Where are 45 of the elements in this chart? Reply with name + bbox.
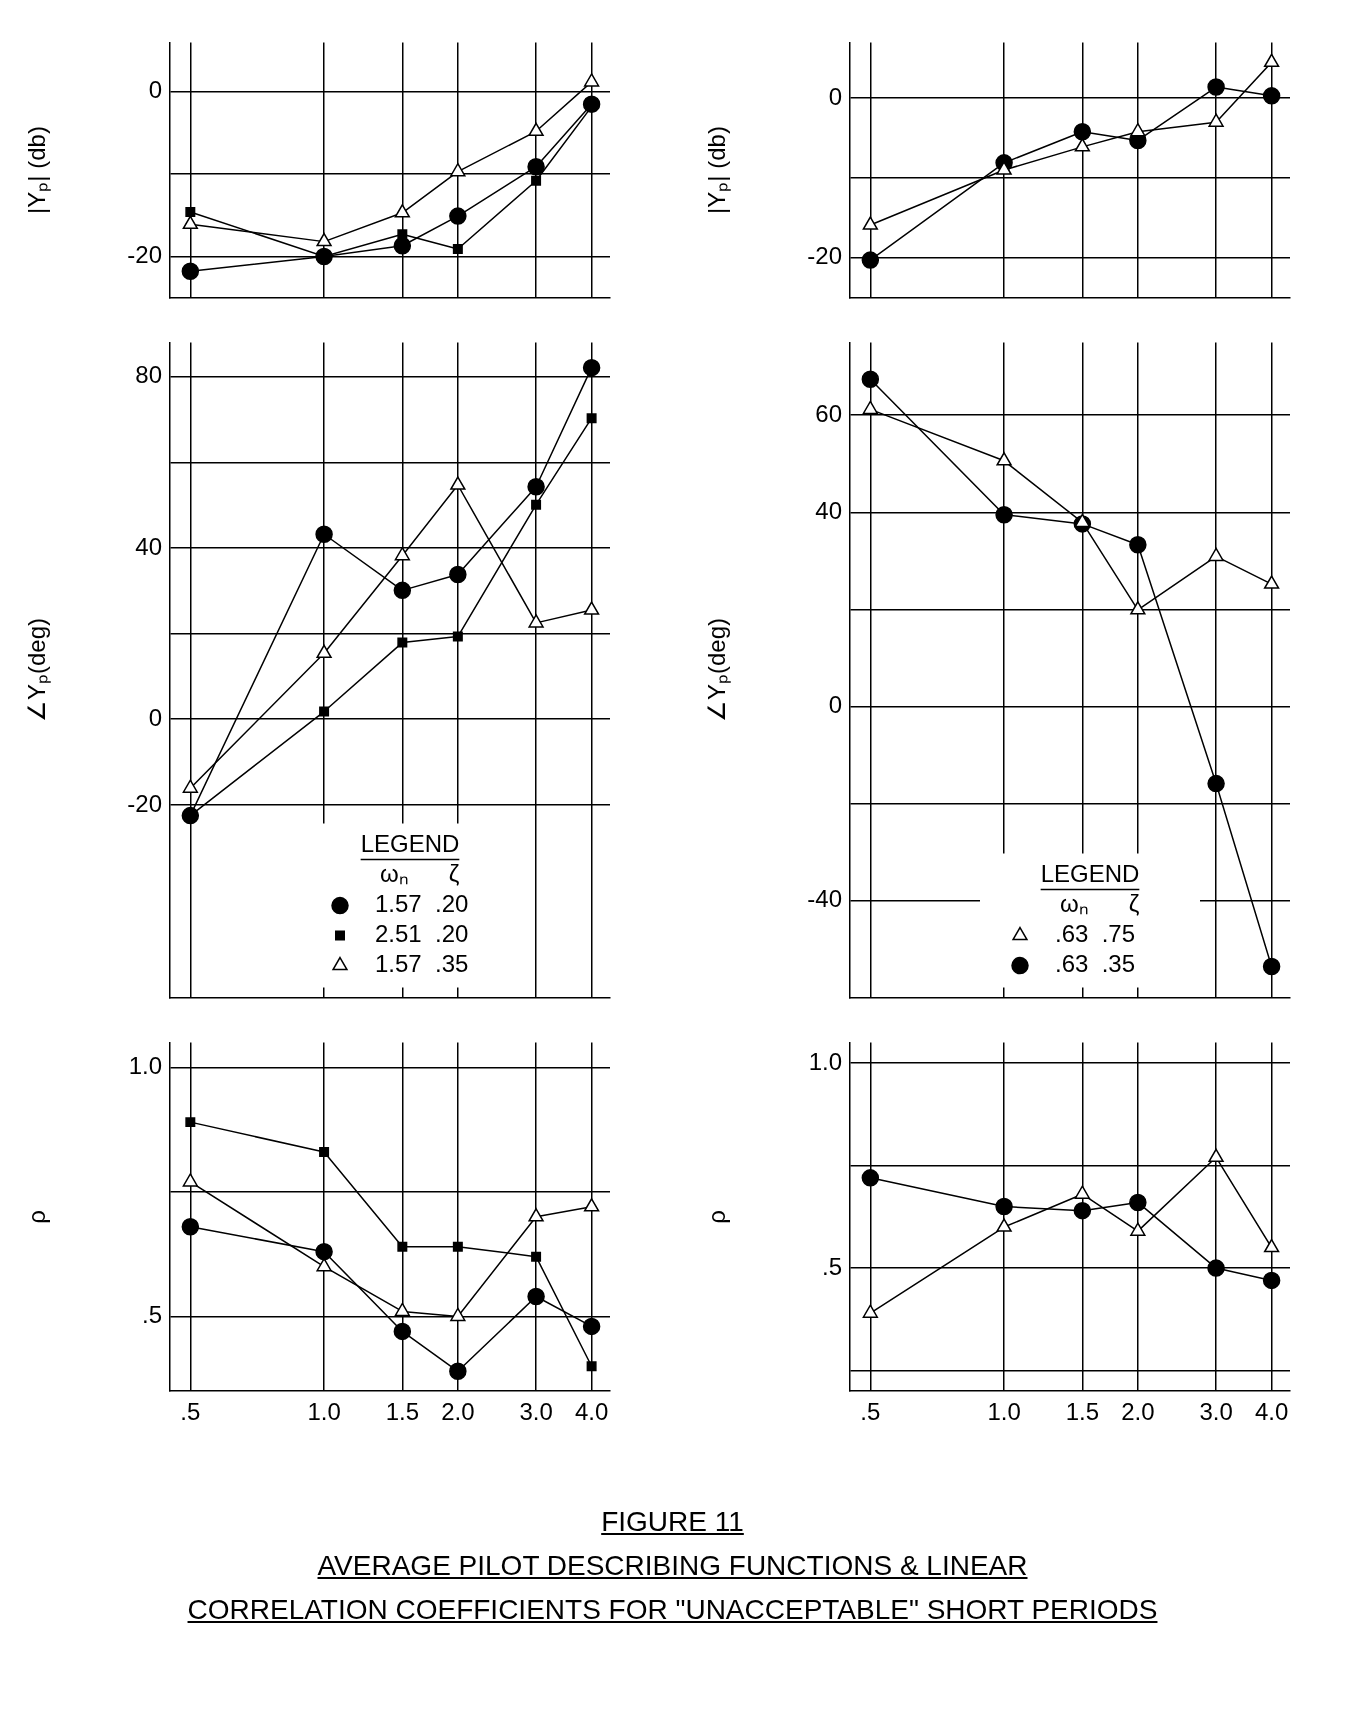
x-tick-label: 1.5 — [1065, 1398, 1100, 1426]
y-tick-label: 1.0 — [808, 1047, 842, 1075]
annotation: ωₙ ζ — [380, 860, 460, 888]
y-axis-title: ∠Yₚ(deg) — [703, 617, 732, 723]
y-axis-title: |Yₚ| (db) — [703, 126, 732, 214]
x-tick-label: 4.0 — [1254, 1398, 1289, 1426]
y-tick-label: 0 — [148, 76, 162, 104]
x-tick-label: 4.0 — [574, 1398, 609, 1426]
legend-label: .63 .75 — [1055, 920, 1136, 948]
y-axis-title: ∠Yₚ(deg) — [23, 617, 52, 723]
text: AVERAGE PILOT DESCRIBING FUNCTIONS & LINEAR CORRELATION COEFFICIENTS FOR "UNACCEPTABLE" SHORT PERIODS — [187, 1550, 1158, 1625]
y-tick-label: 80 — [135, 361, 162, 389]
y-tick-label: 40 — [815, 496, 842, 524]
x-tick-label: 2.0 — [441, 1398, 475, 1426]
legend-label: 1.57 .20 — [375, 890, 469, 918]
legend-label: .63 .35 — [1055, 950, 1136, 978]
y-axis-title: |Yₚ| (db) — [23, 126, 52, 214]
x-tick-label: 3.0 — [519, 1398, 553, 1426]
y-tick-label: 60 — [815, 399, 842, 427]
y-tick-label: -20 — [127, 789, 162, 817]
x-tick-label: .5 — [860, 1398, 881, 1426]
y-tick-label: -40 — [807, 885, 842, 913]
y-tick-label: .5 — [821, 1252, 842, 1280]
legend-title: LEGEND — [1040, 860, 1140, 888]
y-tick-label: .5 — [141, 1301, 162, 1329]
y-tick-label: 0 — [828, 691, 842, 719]
text: FIGURE 11 — [601, 1506, 744, 1537]
x-tick-label: .5 — [180, 1398, 201, 1426]
y-tick-label: 40 — [135, 532, 162, 560]
y-tick-label: 0 — [828, 82, 842, 110]
y-tick-label: 0 — [148, 703, 162, 731]
y-tick-label: -20 — [807, 242, 842, 270]
x-tick-label: 3.0 — [1199, 1398, 1233, 1426]
y-tick-label: 1.0 — [128, 1051, 162, 1079]
y-axis-title: ρ — [23, 1209, 51, 1224]
x-tick-label: 1.5 — [385, 1398, 420, 1426]
x-tick-label: 1.0 — [307, 1398, 341, 1426]
legend-label: 2.51 .20 — [375, 920, 469, 948]
y-axis-title: ρ — [703, 1209, 731, 1224]
y-tick-label: -20 — [127, 241, 162, 269]
annotation: ωₙ ζ — [1060, 890, 1140, 918]
x-tick-label: 1.0 — [987, 1398, 1021, 1426]
legend-title: LEGEND — [360, 830, 460, 858]
legend-label: 1.57 .35 — [375, 950, 469, 978]
x-tick-label: 2.0 — [1121, 1398, 1155, 1426]
